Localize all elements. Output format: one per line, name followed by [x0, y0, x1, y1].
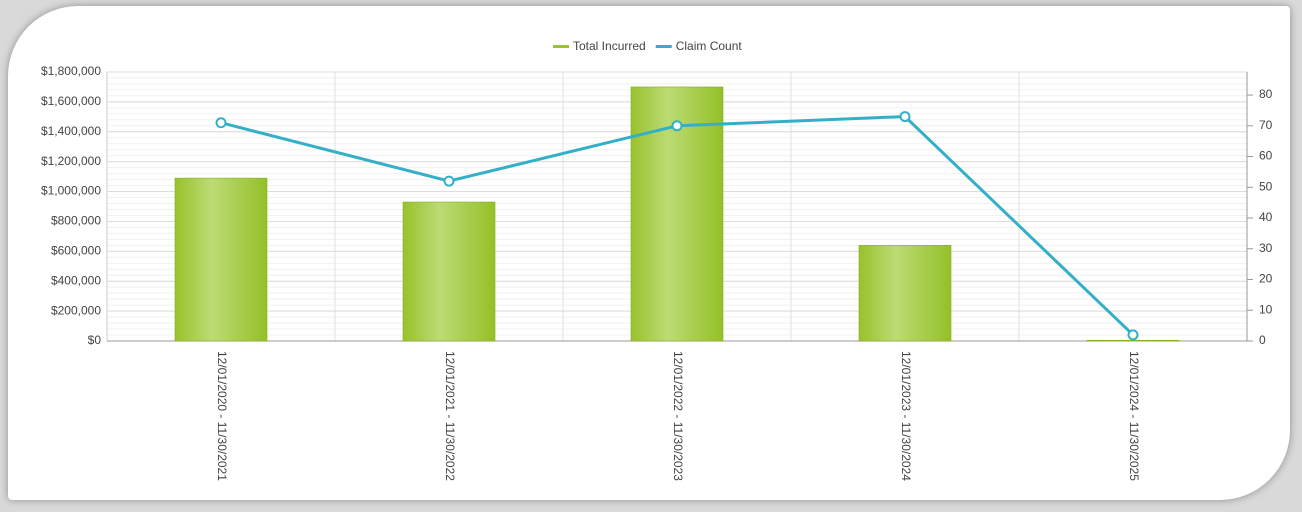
point	[443, 175, 455, 187]
point	[671, 120, 683, 132]
y2-tick-label: 30	[1259, 241, 1273, 255]
y-tick-label: $1,400,000	[41, 124, 101, 138]
x-tick-label: 12/01/2020 - 11/30/2021	[215, 351, 229, 481]
bar	[1086, 339, 1180, 342]
y2-tick-label: 40	[1259, 210, 1273, 224]
legend-label: Claim Count	[676, 39, 743, 53]
y-tick-label: $400,000	[51, 273, 101, 287]
y2-tick-label: 10	[1259, 302, 1273, 316]
y-tick-label: $600,000	[51, 244, 101, 258]
point	[899, 111, 911, 123]
bar	[402, 201, 496, 342]
y2-tick-label: 80	[1259, 87, 1273, 101]
legend-swatch	[553, 45, 569, 48]
y-tick-label: $0	[88, 333, 102, 347]
y2-tick-label: 20	[1259, 272, 1273, 286]
y2-tick-label: 60	[1259, 149, 1273, 163]
y-tick-label: $1,000,000	[41, 184, 101, 198]
y2-tick-label: 0	[1259, 333, 1266, 347]
bar	[858, 245, 952, 342]
y-tick-label: $200,000	[51, 303, 101, 317]
x-tick-label: 12/01/2021 - 11/30/2022	[443, 351, 457, 481]
point	[1127, 329, 1139, 341]
bar	[174, 177, 268, 342]
y-tick-label: $1,800,000	[41, 64, 101, 78]
x-tick-label: 12/01/2022 - 11/30/2023	[671, 351, 685, 481]
point	[215, 117, 227, 129]
legend-label: Total Incurred	[573, 39, 646, 53]
x-tick-label: 12/01/2024 - 11/30/2025	[1127, 351, 1141, 481]
y-tick-label: $800,000	[51, 214, 101, 228]
legend-swatch	[655, 45, 672, 48]
y-tick-label: $1,600,000	[41, 94, 101, 108]
x-tick-label: 12/01/2023 - 11/30/2024	[899, 351, 913, 481]
y2-tick-label: 70	[1259, 118, 1273, 132]
y2-tick-label: 50	[1259, 179, 1273, 193]
y-tick-label: $1,200,000	[41, 154, 101, 168]
